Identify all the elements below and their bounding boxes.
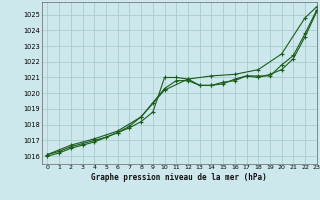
X-axis label: Graphe pression niveau de la mer (hPa): Graphe pression niveau de la mer (hPa) xyxy=(91,173,267,182)
